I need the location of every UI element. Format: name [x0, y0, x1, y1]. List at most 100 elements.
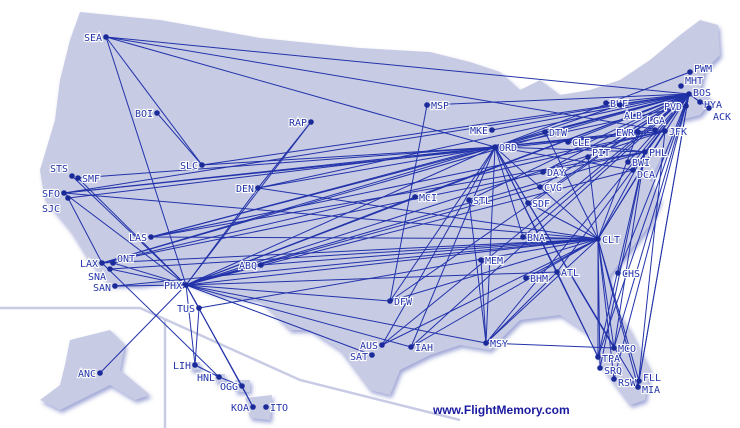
route-iah-clt [410, 238, 599, 348]
airport-lga[interactable]: LGA [646, 115, 666, 133]
airport-ito[interactable]: ITO [263, 402, 289, 415]
airport-clt[interactable]: CLT [595, 234, 621, 247]
airport-label: SAN [93, 283, 111, 294]
airport-mia[interactable]: MIA [635, 384, 661, 397]
airport-cvg[interactable]: CVG [537, 182, 563, 195]
airport-san[interactable]: SAN [92, 282, 118, 295]
airport-label: BOS [693, 88, 711, 99]
airport-mem[interactable]: MEM [478, 255, 504, 268]
airport-mht[interactable]: MHT [678, 75, 704, 89]
airport-boi[interactable]: BOI [134, 108, 160, 121]
airport-dfw[interactable]: DFW [387, 296, 414, 309]
airport-rsw[interactable]: RSW [611, 376, 638, 390]
airport-bwi[interactable]: BWI [625, 157, 651, 170]
airport-mco[interactable]: MCO [611, 343, 637, 356]
airport-smf[interactable]: SMF [75, 173, 101, 186]
route-mco-bos [613, 93, 690, 349]
airport-label: ORD [499, 143, 517, 154]
route-ord-dfw [389, 146, 496, 302]
airport-sat[interactable]: SAT [349, 351, 375, 364]
airport-dot [615, 270, 621, 276]
route-aus-clt [381, 238, 599, 346]
airport-chs[interactable]: CHS [615, 268, 641, 281]
airport-phx[interactable]: PHX [163, 280, 189, 293]
airport-msp[interactable]: MSP [424, 100, 450, 113]
route-bna-bos [522, 93, 690, 238]
airport-mke[interactable]: MKE [469, 125, 495, 138]
airport-rap[interactable]: RAP [288, 117, 314, 130]
airport-ack[interactable]: ACK [706, 105, 732, 124]
airport-dtw[interactable]: DTW [542, 127, 569, 140]
route-msy-mco [485, 342, 615, 349]
airport-srq[interactable]: SRQ [597, 365, 623, 378]
airport-sjc[interactable]: SJC [41, 195, 71, 216]
airport-aus[interactable]: AUS [359, 340, 385, 353]
airport-jfk[interactable]: JFK [662, 126, 688, 139]
airport-dot [540, 169, 546, 175]
airport-sts[interactable]: STS [49, 163, 75, 179]
airport-bna[interactable]: BNA [520, 232, 546, 245]
airport-dot [706, 105, 712, 111]
airport-den[interactable]: DEN [235, 183, 261, 196]
airport-phl[interactable]: PHL [642, 147, 668, 160]
airport-pit[interactable]: PIT [585, 147, 611, 160]
route-lax-bos [101, 93, 690, 264]
airport-tus[interactable]: TUS [176, 303, 202, 316]
flightmemory-credit-link[interactable]: www.FlightMemory.com [433, 403, 570, 417]
airport-dot [192, 362, 198, 368]
airport-koa[interactable]: KOA [230, 402, 256, 415]
airport-label: PWM [694, 64, 712, 75]
airport-sdf[interactable]: SDF [525, 198, 551, 211]
airport-slc[interactable]: SLC [179, 160, 205, 173]
airport-day[interactable]: DAY [540, 167, 566, 180]
airport-label: TPA [602, 354, 620, 365]
airport-mci[interactable]: MCI [412, 192, 438, 205]
airport-dot [687, 69, 693, 75]
airport-atl[interactable]: ATL [554, 267, 580, 280]
airport-dot [258, 262, 264, 268]
airport-tpa[interactable]: TPA [595, 353, 621, 366]
airport-fll[interactable]: FLL [636, 372, 662, 385]
route-ogg-koa [241, 385, 254, 408]
airport-pwm[interactable]: PWM [687, 63, 713, 76]
airport-abq[interactable]: ABQ [238, 260, 264, 273]
route-clt-rsw [597, 238, 615, 380]
route-ord-phl [494, 146, 646, 153]
airport-sfo[interactable]: SFO [41, 188, 67, 201]
airport-lih[interactable]: LIH [172, 360, 198, 373]
airport-label: MEM [485, 256, 503, 267]
airport-sna[interactable]: SNA [87, 266, 113, 284]
airport-ogg[interactable]: OGG [219, 381, 245, 394]
route-iah-bos [410, 93, 690, 348]
airport-stl[interactable]: STL [466, 195, 492, 208]
airport-pvd[interactable]: PVD [663, 101, 689, 114]
route-phx-msy [185, 284, 487, 344]
airport-anc[interactable]: ANC [77, 368, 103, 381]
airport-dca[interactable]: DCA [630, 167, 656, 182]
airport-dot [107, 266, 113, 272]
airport-sea[interactable]: SEA [83, 32, 109, 45]
airport-las[interactable]: LAS [128, 232, 154, 245]
route-tus-lih [194, 307, 200, 366]
route-cle-phl [567, 141, 646, 153]
airport-dot [478, 257, 484, 263]
airport-alb[interactable]: ALB [617, 102, 643, 123]
airport-label: IAH [415, 343, 433, 354]
airport-ewr[interactable]: EWR [615, 127, 641, 140]
airport-bhm[interactable]: BHM [523, 273, 549, 286]
airport-ont[interactable]: ONT [110, 253, 136, 266]
airport-label: CHS [622, 269, 640, 280]
airport-dot [630, 167, 636, 173]
airport-bos[interactable]: BOS [686, 87, 712, 100]
airport-lax[interactable]: LAX [79, 258, 105, 271]
route-pit-clt [587, 156, 599, 240]
airport-dot [662, 128, 668, 134]
airport-dot [652, 127, 658, 133]
route-bna-clt [522, 236, 599, 240]
airport-ord[interactable]: ORD [492, 142, 518, 155]
airport-cle[interactable]: CLE [565, 137, 591, 150]
airport-msy[interactable]: MSY [483, 338, 509, 351]
airport-hnl[interactable]: HNL [196, 372, 222, 385]
airport-iah[interactable]: IAH [408, 342, 434, 355]
route-ont-phx [112, 262, 187, 286]
